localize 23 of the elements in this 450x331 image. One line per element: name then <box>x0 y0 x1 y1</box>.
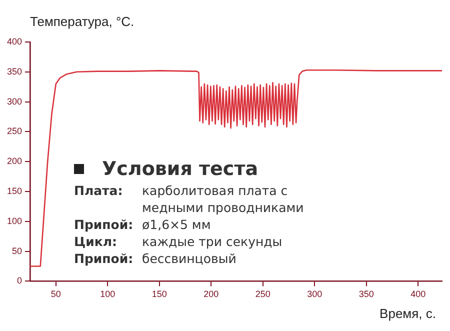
annotation: Условия теста <box>102 158 258 180</box>
x-tick-label: 100 <box>100 289 116 300</box>
annotation: Припой: бессвинцовый <box>74 250 238 267</box>
y-tick-label: 150 <box>6 186 22 196</box>
text: Цикл: каждые три секунды <box>74 234 282 249</box>
x-tick-label: 150 <box>152 289 167 300</box>
y-tick-label: 400 <box>6 36 22 46</box>
y-tick-label: 50 <box>12 246 22 256</box>
y-axis-title: Температура, °C. <box>30 14 134 29</box>
y-tick-label: 250 <box>6 126 22 136</box>
x-axis-title: Время, с. <box>380 306 436 321</box>
x-tick-label: 400 <box>410 289 426 300</box>
y-tick-label: 200 <box>6 156 22 166</box>
annotation: Припой: ø1,6×5 мм <box>74 216 212 233</box>
y-tick-label: 0 <box>17 276 22 286</box>
y-tick-label: 300 <box>6 96 22 106</box>
x-tick-label: 300 <box>307 289 322 300</box>
x-tick-label: 200 <box>204 289 219 300</box>
x-tick-label: 250 <box>255 289 270 300</box>
x-tick-label: 350 <box>358 289 374 300</box>
y-tick-label: 350 <box>6 66 22 76</box>
x-tick-label: 50 <box>50 289 61 300</box>
y-tick-label: 100 <box>6 216 22 226</box>
